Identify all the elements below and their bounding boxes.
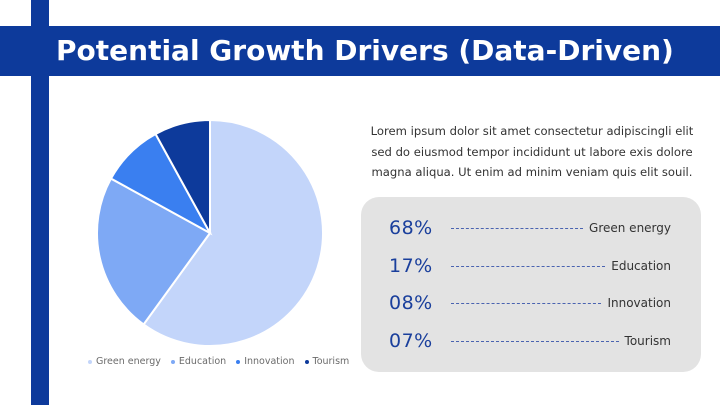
dotted-leader (451, 340, 619, 342)
stat-label: Tourism (624, 334, 671, 348)
stat-percent: 07% (389, 330, 433, 352)
stat-row-innovation: 08% Innovation (389, 288, 671, 318)
stat-row-education: 17% Education (389, 251, 671, 281)
description-text: Lorem ipsum dolor sit amet consectetur a… (370, 124, 694, 179)
legend-label: Innovation (244, 356, 295, 367)
legend-label: Green energy (96, 356, 161, 367)
stat-row-green-energy: 68% Green energy (389, 213, 671, 243)
legend-item-education: Education (170, 356, 227, 367)
stat-label: Education (611, 259, 671, 273)
legend-label: Education (178, 356, 227, 367)
stat-percent: 17% (389, 255, 433, 277)
left-accent-bar (31, 0, 49, 405)
stat-label: Innovation (607, 296, 671, 310)
legend-item-tourism: Tourism (304, 356, 350, 367)
legend-item-green-energy: Green energy (88, 356, 161, 367)
slice-green-energy (142, 118, 324, 347)
stat-percent: 08% (389, 292, 433, 314)
slice-tourism (154, 118, 211, 234)
dotted-leader (451, 265, 606, 267)
title-band (0, 26, 720, 76)
legend-marker (236, 359, 241, 364)
stat-percent: 68% (389, 217, 433, 239)
legend-marker (304, 359, 309, 364)
dotted-leader (451, 227, 584, 229)
dotted-leader (451, 302, 602, 304)
stat-row-tourism: 07% Tourism (389, 326, 671, 356)
stat-label: Green energy (589, 221, 671, 235)
legend-marker (88, 359, 92, 364)
legend-item-innovation: Innovation (236, 356, 295, 367)
legend-label: Tourism (312, 356, 350, 367)
stats-panel: 68% Green energy 17% Education 08% Innov… (361, 197, 701, 372)
legend-marker (170, 359, 175, 364)
slide-title: Potential Growth Drivers (Data-Driven) (56, 34, 674, 67)
slice-education (96, 177, 212, 326)
chart-legend: Green energy Education Innovation Touris… (88, 356, 349, 367)
